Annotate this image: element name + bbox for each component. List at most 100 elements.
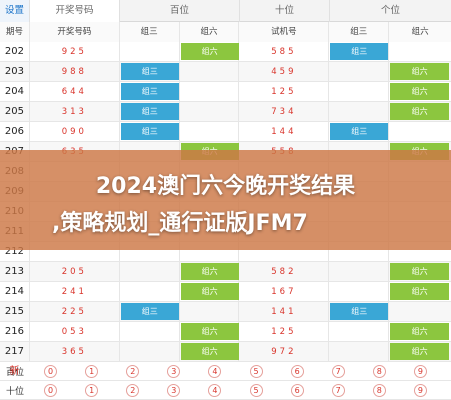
digit-ball[interactable]: 1: [85, 364, 99, 378]
digit-ball[interactable]: 0: [44, 383, 58, 397]
group6-cell: 组六: [180, 262, 240, 282]
draw-table: 期号 开奖号码 组三 组六 试机号 组三 组六 202 925 组六 585 组三 203…: [0, 22, 451, 400]
test-number: 125: [239, 82, 330, 102]
group6-tag: 组六: [180, 323, 239, 340]
table-row[interactable]: 216 053 组六 125 组六: [0, 322, 451, 342]
group3-cell: 组三: [120, 82, 180, 102]
test-group3-cell: [329, 82, 390, 102]
tab-hundreds[interactable]: 百位: [120, 0, 240, 22]
digit-ball[interactable]: 2: [126, 364, 140, 378]
draw-number: 365: [30, 342, 120, 362]
digit-balls: 0 1 2 3 4 5 6 7 8 9: [30, 383, 451, 397]
top-tab-bar: 设置 开奖号码 百位 十位 个位: [0, 0, 451, 22]
digit-ball[interactable]: 6: [290, 383, 304, 397]
header-group3: 组三: [119, 22, 180, 42]
banner-title-line2: ,策略规划_通行证版JFM7: [52, 211, 308, 236]
tab-draw-numbers[interactable]: 开奖号码: [30, 0, 120, 22]
group6-cell: 组六: [180, 342, 240, 362]
draw-number: 313: [30, 102, 120, 122]
test-group6-cell: 组六: [389, 322, 451, 342]
digit-ball[interactable]: 8: [372, 364, 386, 378]
test-group3-cell: 组三: [329, 122, 390, 142]
issue-value: 202: [4, 46, 25, 57]
group3-cell: [120, 242, 180, 262]
table-row[interactable]: 204 644 组三 125 组六: [0, 82, 451, 102]
draw-number: 225: [30, 302, 120, 322]
digit-ball[interactable]: 0: [44, 364, 58, 378]
stat-row: 十位 0 1 2 3 4 5 6 7 8 9: [0, 381, 451, 400]
table-row[interactable]: 215 225 组三 141 组三: [0, 302, 451, 322]
group3-tag: 组三: [330, 43, 389, 60]
issue-value: 213: [4, 266, 25, 277]
test-number: 141: [239, 302, 330, 322]
table-row[interactable]: 205 313 组三 734 组六: [0, 102, 451, 122]
group6-tag: 组六: [180, 283, 239, 300]
group6-tag: 组六: [390, 343, 450, 360]
group6-cell: 组六: [180, 322, 240, 342]
digit-ball[interactable]: 1: [85, 383, 99, 397]
group6-tag: 组六: [390, 63, 450, 80]
stat-label: 百位: [5, 367, 24, 378]
table-row[interactable]: 202 925 组六 585 组三: [0, 42, 451, 62]
digit-ball[interactable]: 7: [331, 364, 345, 378]
draw-number: 090: [30, 122, 120, 142]
digit-ball[interactable]: 4: [208, 383, 222, 397]
test-number: 585: [239, 42, 330, 62]
test-number: 125: [239, 322, 330, 342]
group6-cell: [180, 102, 240, 122]
group3-cell: [120, 342, 180, 362]
digit-ball[interactable]: 9: [413, 383, 427, 397]
group6-cell: [180, 62, 240, 82]
test-group3-cell: 组三: [329, 42, 390, 62]
table-row[interactable]: 217新 365 组六 972 组六: [0, 342, 451, 377]
draw-number: 205: [30, 262, 120, 282]
group6-tag: 组六: [390, 263, 450, 280]
group3-cell: 组三: [120, 302, 180, 322]
group6-tag: 组六: [390, 283, 450, 300]
table-header: 期号 开奖号码 组三 组六 试机号 组三 组六: [0, 22, 451, 42]
header-issue: 期号: [0, 22, 30, 42]
digit-ball[interactable]: 3: [167, 383, 181, 397]
stat-label: 十位: [5, 386, 24, 397]
issue-value: 205: [4, 106, 25, 117]
digit-ball[interactable]: 8: [372, 383, 386, 397]
digit-stats: 百位0123456789十位0123456789个位0123456789: [0, 362, 451, 400]
digit-ball[interactable]: 7: [331, 383, 345, 397]
digit-ball[interactable]: 5: [249, 364, 263, 378]
issue-value: 214: [4, 286, 25, 297]
test-group3-cell: [329, 102, 390, 122]
digit-ball[interactable]: 4: [208, 364, 222, 378]
settings-tab[interactable]: 设置: [0, 0, 30, 22]
issue-number: 203: [0, 62, 30, 82]
header-test-group6: 组六: [389, 22, 451, 42]
group3-cell: 组三: [120, 102, 180, 122]
tab-tens[interactable]: 十位: [240, 0, 330, 22]
test-group6-cell: 组六: [389, 82, 451, 102]
issue-value: 206: [4, 126, 25, 137]
digit-ball[interactable]: 3: [167, 364, 181, 378]
group3-tag: 组三: [120, 83, 179, 100]
group3-cell: [120, 262, 180, 282]
test-group3-cell: [329, 62, 390, 82]
table-row[interactable]: 206 090 组三 144 组三: [0, 122, 451, 142]
issue-value: 215: [4, 306, 25, 317]
test-group6-cell: 组六: [389, 282, 451, 302]
digit-ball[interactable]: 6: [290, 364, 304, 378]
group6-cell: [180, 302, 240, 322]
test-group6-cell: 组六: [389, 262, 451, 282]
digit-ball[interactable]: 9: [413, 364, 427, 378]
table-row[interactable]: 212: [0, 242, 451, 262]
digit-ball[interactable]: 2: [126, 383, 140, 397]
table-row[interactable]: 214 241 组六 167 组六: [0, 282, 451, 302]
overlay-banner: 2024澳门六今晚开奖结果 ,策略规划_通行证版JFM7: [0, 150, 451, 250]
test-group3-cell: 组三: [329, 302, 390, 322]
table-row[interactable]: 203 988 组三 459 组六: [0, 62, 451, 82]
digit-ball[interactable]: 5: [249, 383, 263, 397]
group3-tag: 组三: [330, 123, 389, 140]
group6-cell: [180, 242, 240, 262]
issue-number: 202: [0, 42, 30, 62]
tab-units[interactable]: 个位: [380, 5, 400, 16]
new-badge: 新: [9, 366, 20, 377]
banner-title-line1: 2024澳门六今晚开奖结果: [95, 174, 356, 199]
table-row[interactable]: 213 205 组六 582 组六: [0, 262, 451, 282]
